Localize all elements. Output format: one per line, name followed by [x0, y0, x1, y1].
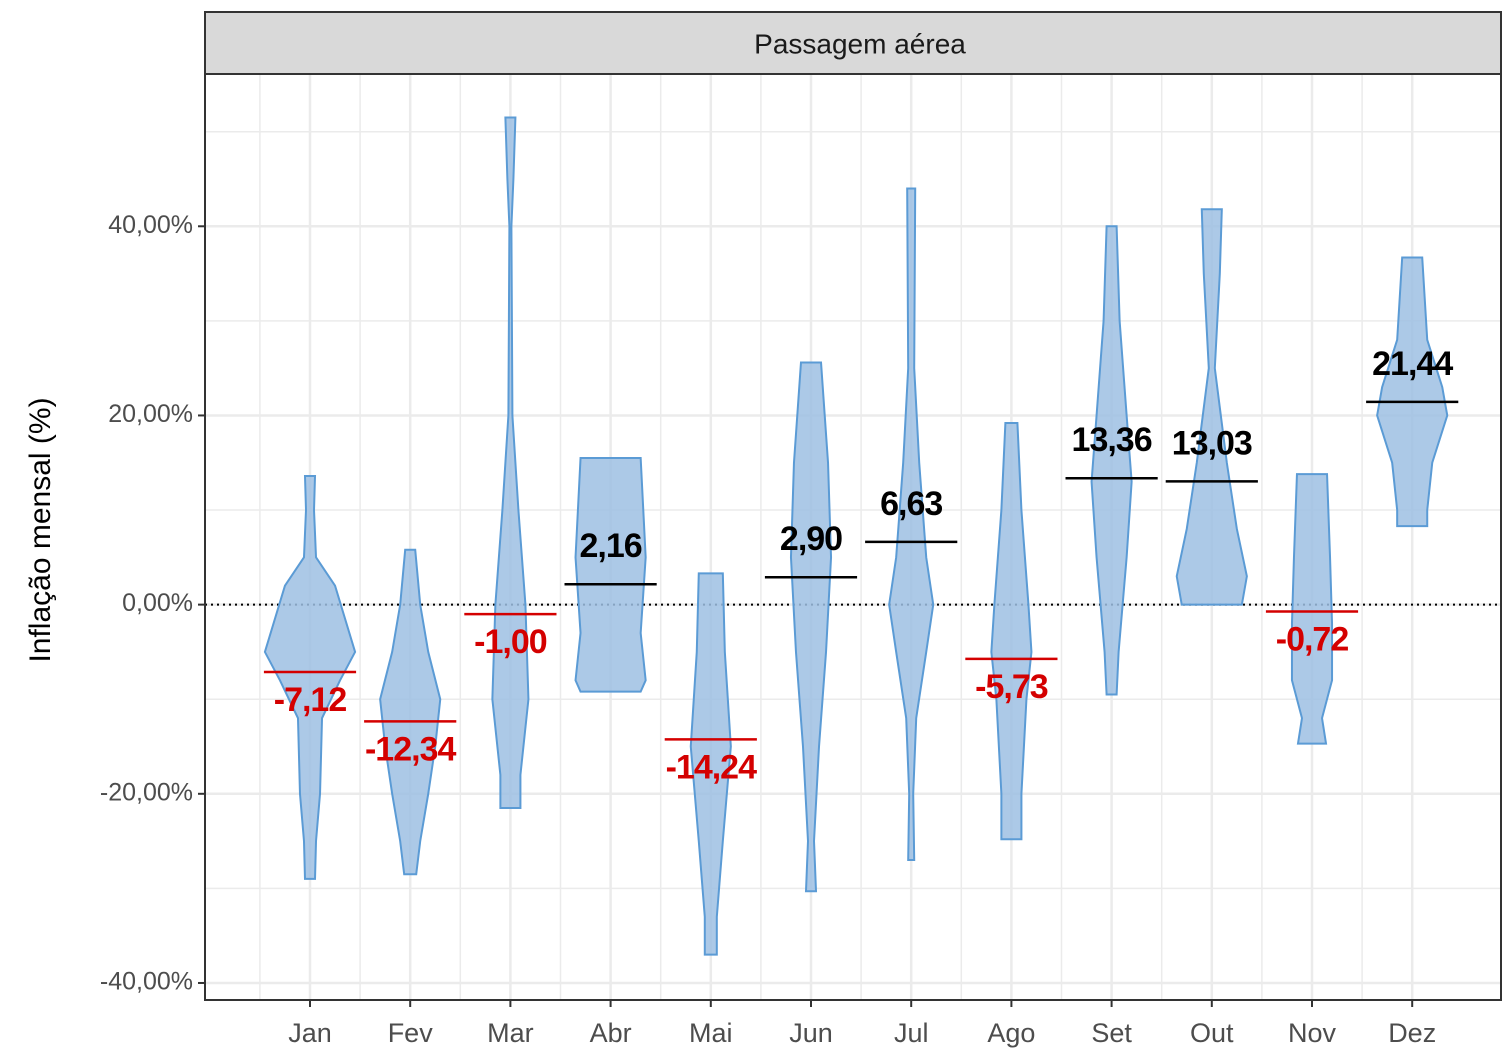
x-tick-label: Abr	[590, 1018, 632, 1048]
x-tick-label: Nov	[1288, 1018, 1337, 1048]
median-label: -14,24	[666, 748, 757, 786]
violin	[574, 457, 647, 693]
y-tick-label: 20,00%	[108, 400, 193, 428]
median-label: -1,00	[474, 623, 547, 661]
y-tick-label: 40,00%	[108, 211, 193, 239]
y-tick-label: 0,00%	[122, 589, 193, 617]
violin	[263, 474, 357, 880]
y-tick-label: -20,00%	[100, 778, 193, 806]
median-label: -12,34	[365, 730, 456, 768]
median-label: -7,12	[274, 681, 347, 719]
violin	[1376, 256, 1449, 528]
violin	[789, 361, 833, 893]
median-label: 2,90	[780, 520, 842, 558]
panel-border	[204, 73, 1502, 1001]
median-label: -0,72	[1276, 620, 1349, 658]
violin	[1175, 208, 1248, 606]
x-tick-label: Mar	[487, 1018, 534, 1048]
median-label: 6,63	[880, 485, 942, 523]
violin	[1290, 473, 1334, 745]
violin	[689, 572, 732, 956]
x-tick-label: Mai	[689, 1018, 733, 1048]
strip	[204, 11, 1502, 75]
violin	[491, 116, 530, 809]
x-tick-label: Jan	[288, 1018, 332, 1048]
violin	[1090, 225, 1133, 696]
x-tick-label: Jul	[894, 1018, 929, 1048]
x-tick-label: Set	[1091, 1018, 1132, 1048]
median-label: 13,36	[1072, 421, 1152, 459]
median-label: 13,03	[1172, 424, 1252, 462]
x-tick-label: Jun	[789, 1018, 833, 1048]
median-label: 2,16	[580, 527, 642, 565]
median-label: 21,44	[1372, 345, 1453, 383]
y-axis-title: Inflação mensal (%)	[24, 397, 57, 662]
x-tick-label: Fev	[388, 1018, 434, 1048]
violin	[990, 422, 1033, 841]
violin	[888, 187, 935, 862]
x-tick-label: Ago	[987, 1018, 1035, 1048]
x-tick-label: Out	[1190, 1018, 1234, 1048]
strip-title: Passagem aérea	[754, 28, 966, 59]
y-tick-label: -40,00%	[100, 968, 193, 996]
median-label: -5,73	[975, 668, 1048, 706]
violin	[379, 548, 442, 876]
x-tick-label: Dez	[1388, 1018, 1436, 1048]
